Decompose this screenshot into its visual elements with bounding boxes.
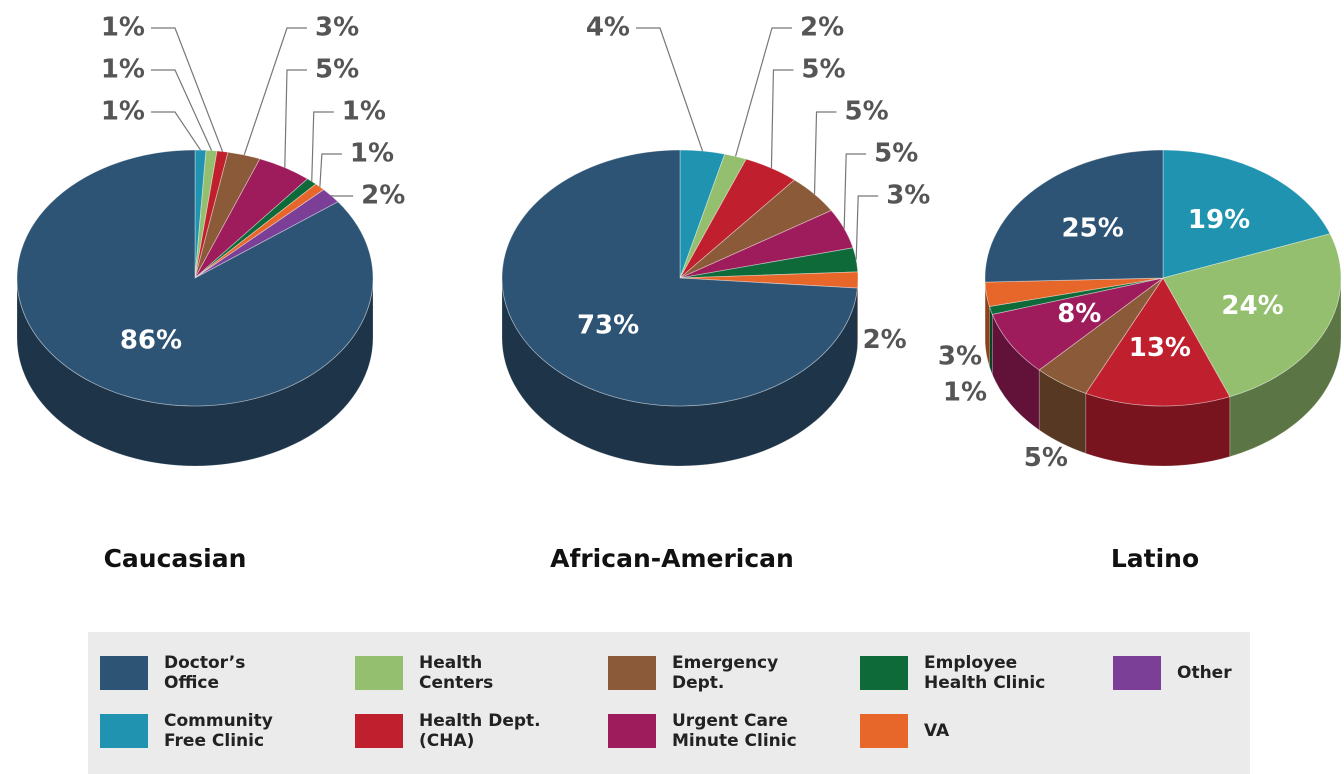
- slice-label: 25%: [1062, 214, 1124, 244]
- slice: [679, 247, 859, 279]
- slice-label: 1%: [101, 55, 145, 85]
- leader-line: [843, 153, 867, 229]
- slice: [194, 183, 325, 279]
- legend-item: Doctor’s Office: [100, 643, 304, 703]
- slice: [991, 277, 1164, 371]
- slice-label: 4%: [586, 13, 630, 43]
- slice: [501, 149, 858, 407]
- slice: [194, 149, 207, 279]
- pie: [501, 27, 879, 467]
- slice-label: 13%: [1129, 333, 1191, 363]
- legend-item: Emergency Dept.: [608, 643, 812, 703]
- leader-line: [151, 27, 224, 152]
- legend-label: Doctor’s Office: [164, 653, 246, 693]
- legend-label: Emergency Dept.: [672, 653, 779, 693]
- legend-label: Other: [1177, 663, 1232, 683]
- leader-line: [855, 195, 879, 260]
- leader-line: [311, 111, 334, 182]
- slice: [194, 158, 309, 279]
- chart-title: Caucasian: [104, 544, 247, 573]
- legend-label: Health Centers: [419, 653, 494, 693]
- slice: [1085, 277, 1231, 407]
- legend-label: Employee Health Clinic: [924, 653, 1046, 693]
- slice: [679, 149, 726, 279]
- slice-label: 24%: [1221, 291, 1283, 321]
- slice-label: 3%: [315, 13, 359, 43]
- slice-label: 86%: [120, 325, 182, 355]
- slice: [984, 277, 1164, 307]
- legend-label: Community Free Clinic: [164, 711, 273, 751]
- slice: [16, 149, 374, 407]
- legend-swatch: [100, 714, 148, 748]
- legend-swatch: [860, 656, 908, 690]
- slice: [194, 178, 317, 279]
- pie: [984, 149, 1342, 467]
- chart-title: African-American: [550, 544, 794, 573]
- legend-item: VA: [860, 701, 1064, 761]
- pie: [16, 27, 374, 467]
- slice: [194, 151, 261, 279]
- slice-label: 5%: [1024, 443, 1068, 473]
- slice: [679, 153, 747, 279]
- legend-swatch: [355, 714, 403, 748]
- legend-swatch: [355, 656, 403, 690]
- slice-label: 1%: [101, 97, 145, 127]
- legend-label: VA: [924, 721, 950, 741]
- slice-label: 2%: [800, 13, 844, 43]
- slice-label: 8%: [1057, 299, 1101, 329]
- legend: Doctor’s Office Community Free Clinic Heal…: [88, 632, 1250, 774]
- slice-label: 5%: [845, 97, 889, 127]
- slice-label: 5%: [801, 55, 845, 85]
- legend-item: Community Free Clinic: [100, 701, 304, 761]
- leader-line: [284, 69, 307, 168]
- legend-swatch: [860, 714, 908, 748]
- slice-side: [989, 306, 993, 375]
- legend-swatch: [608, 714, 656, 748]
- slice-label: 1%: [350, 139, 394, 169]
- slice-label: 1%: [943, 377, 987, 407]
- slice: [1038, 277, 1164, 394]
- leader-line: [151, 111, 202, 151]
- leader-line: [243, 27, 307, 156]
- slice: [679, 210, 854, 279]
- legend-swatch: [608, 656, 656, 690]
- slice: [984, 149, 1164, 283]
- slice-label: 19%: [1188, 205, 1250, 235]
- chart-title: Latino: [1111, 544, 1199, 573]
- legend-swatch: [1113, 656, 1161, 690]
- leader-line: [151, 69, 213, 151]
- leader-line: [636, 27, 704, 152]
- slice-label: 1%: [342, 97, 386, 127]
- legend-item: Health Centers: [355, 643, 559, 703]
- slice-label: 5%: [315, 55, 359, 85]
- slice-label: 2%: [863, 325, 907, 355]
- legend-label: Urgent Care Minute Clinic: [672, 711, 797, 751]
- slice: [194, 189, 339, 279]
- slice-label: 2%: [361, 181, 405, 211]
- legend-item: Employee Health Clinic: [860, 643, 1064, 703]
- leader-line: [813, 111, 837, 195]
- leader-line: [734, 27, 792, 157]
- legend-item: Urgent Care Minute Clinic: [608, 701, 812, 761]
- slice-label: 3%: [886, 181, 930, 211]
- leader-line: [770, 69, 794, 169]
- legend-item: Other: [1113, 643, 1317, 703]
- slice: [1162, 233, 1342, 398]
- legend-item: Health Dept. (CHA): [355, 701, 559, 761]
- legend-label: Health Dept. (CHA): [419, 711, 541, 751]
- legend-swatch: [100, 656, 148, 690]
- slice: [194, 149, 218, 279]
- slice: [679, 271, 859, 289]
- leader-line: [319, 153, 342, 187]
- slice: [988, 277, 1164, 315]
- slice-label: 5%: [874, 139, 918, 169]
- slice: [1162, 149, 1331, 279]
- slice-label: 73%: [577, 310, 639, 340]
- slice-label: 3%: [938, 341, 982, 371]
- slice-label: 1%: [101, 13, 145, 43]
